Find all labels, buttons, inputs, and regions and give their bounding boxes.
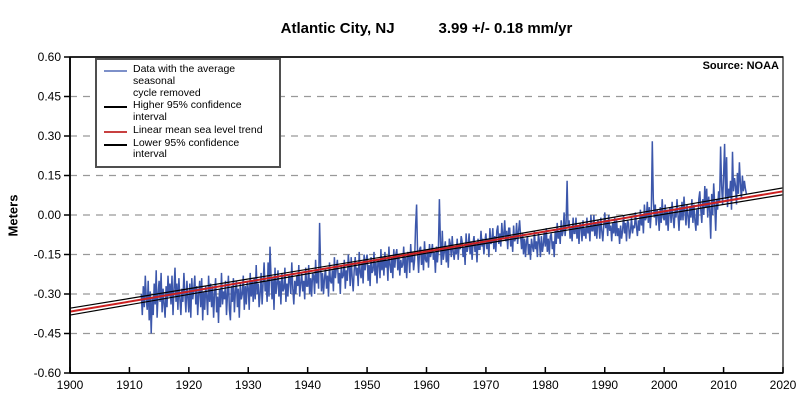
y-tick-label: 0.15 [38, 169, 62, 183]
y-tick-label: -0.15 [34, 248, 62, 262]
trend-line-swatch-icon [104, 130, 127, 133]
higher-ci-swatch-icon [104, 106, 127, 109]
y-tick-label: 0.60 [38, 50, 62, 64]
legend-item-higher-ci: Higher 95% confidence interval [102, 99, 274, 124]
source-attribution: Source: NOAA [702, 60, 779, 72]
legend-label: Higher 95% confidence interval [133, 99, 242, 123]
y-tick-label: 0.00 [38, 208, 62, 222]
legend-item-trend: Linear mean sea level trend [102, 123, 274, 137]
x-tick-label: 1980 [532, 378, 559, 392]
x-tick-label: 1910 [116, 378, 143, 392]
legend-label: Data with the average seasonal cycle rem… [133, 63, 236, 99]
legend-item-data: Data with the average seasonal cycle rem… [102, 63, 274, 99]
x-tick-label: 1900 [57, 378, 84, 392]
legend-label: Lower 95% confidence interval [133, 136, 240, 161]
trend-rate-label: 3.99 +/- 0.18 mm/yr [438, 20, 573, 37]
legend-item-lower-ci: Lower 95% confidence interval [102, 136, 274, 162]
higher-ci-line [69, 187, 784, 309]
trend-line [69, 190, 784, 313]
x-tick-label: 1950 [354, 378, 381, 392]
y-tick-label: -0.30 [34, 287, 62, 301]
y-tick-label: -0.60 [34, 366, 62, 380]
y-tick-label: -0.45 [34, 327, 62, 341]
y-axis-label: Meters [5, 194, 21, 237]
data-line-swatch-icon [104, 70, 127, 72]
legend-box: Data with the average seasonal cycle rem… [95, 58, 281, 168]
x-tick-label: 1920 [175, 378, 202, 392]
x-tick-label: 2020 [770, 378, 797, 392]
x-tick-label: 1960 [413, 378, 440, 392]
lower-ci-swatch-icon [104, 143, 127, 146]
data-series-line [140, 141, 748, 334]
legend-label: Linear mean sea level trend [133, 123, 263, 136]
x-tick-label: 1940 [294, 378, 321, 392]
x-tick-label: 2000 [651, 378, 678, 392]
x-tick-label: 1970 [473, 378, 500, 392]
lower-ci-line [69, 194, 784, 316]
chart-title: Atlantic City, NJ 3.99 +/- 0.18 mm/yr [70, 20, 783, 37]
x-tick-label: 1930 [235, 378, 262, 392]
x-tick-label: 2010 [710, 378, 737, 392]
station-name: Atlantic City, NJ [280, 20, 395, 37]
x-tick-label: 1990 [591, 378, 618, 392]
y-tick-label: 0.30 [38, 129, 62, 143]
y-tick-label: 0.45 [38, 90, 62, 104]
